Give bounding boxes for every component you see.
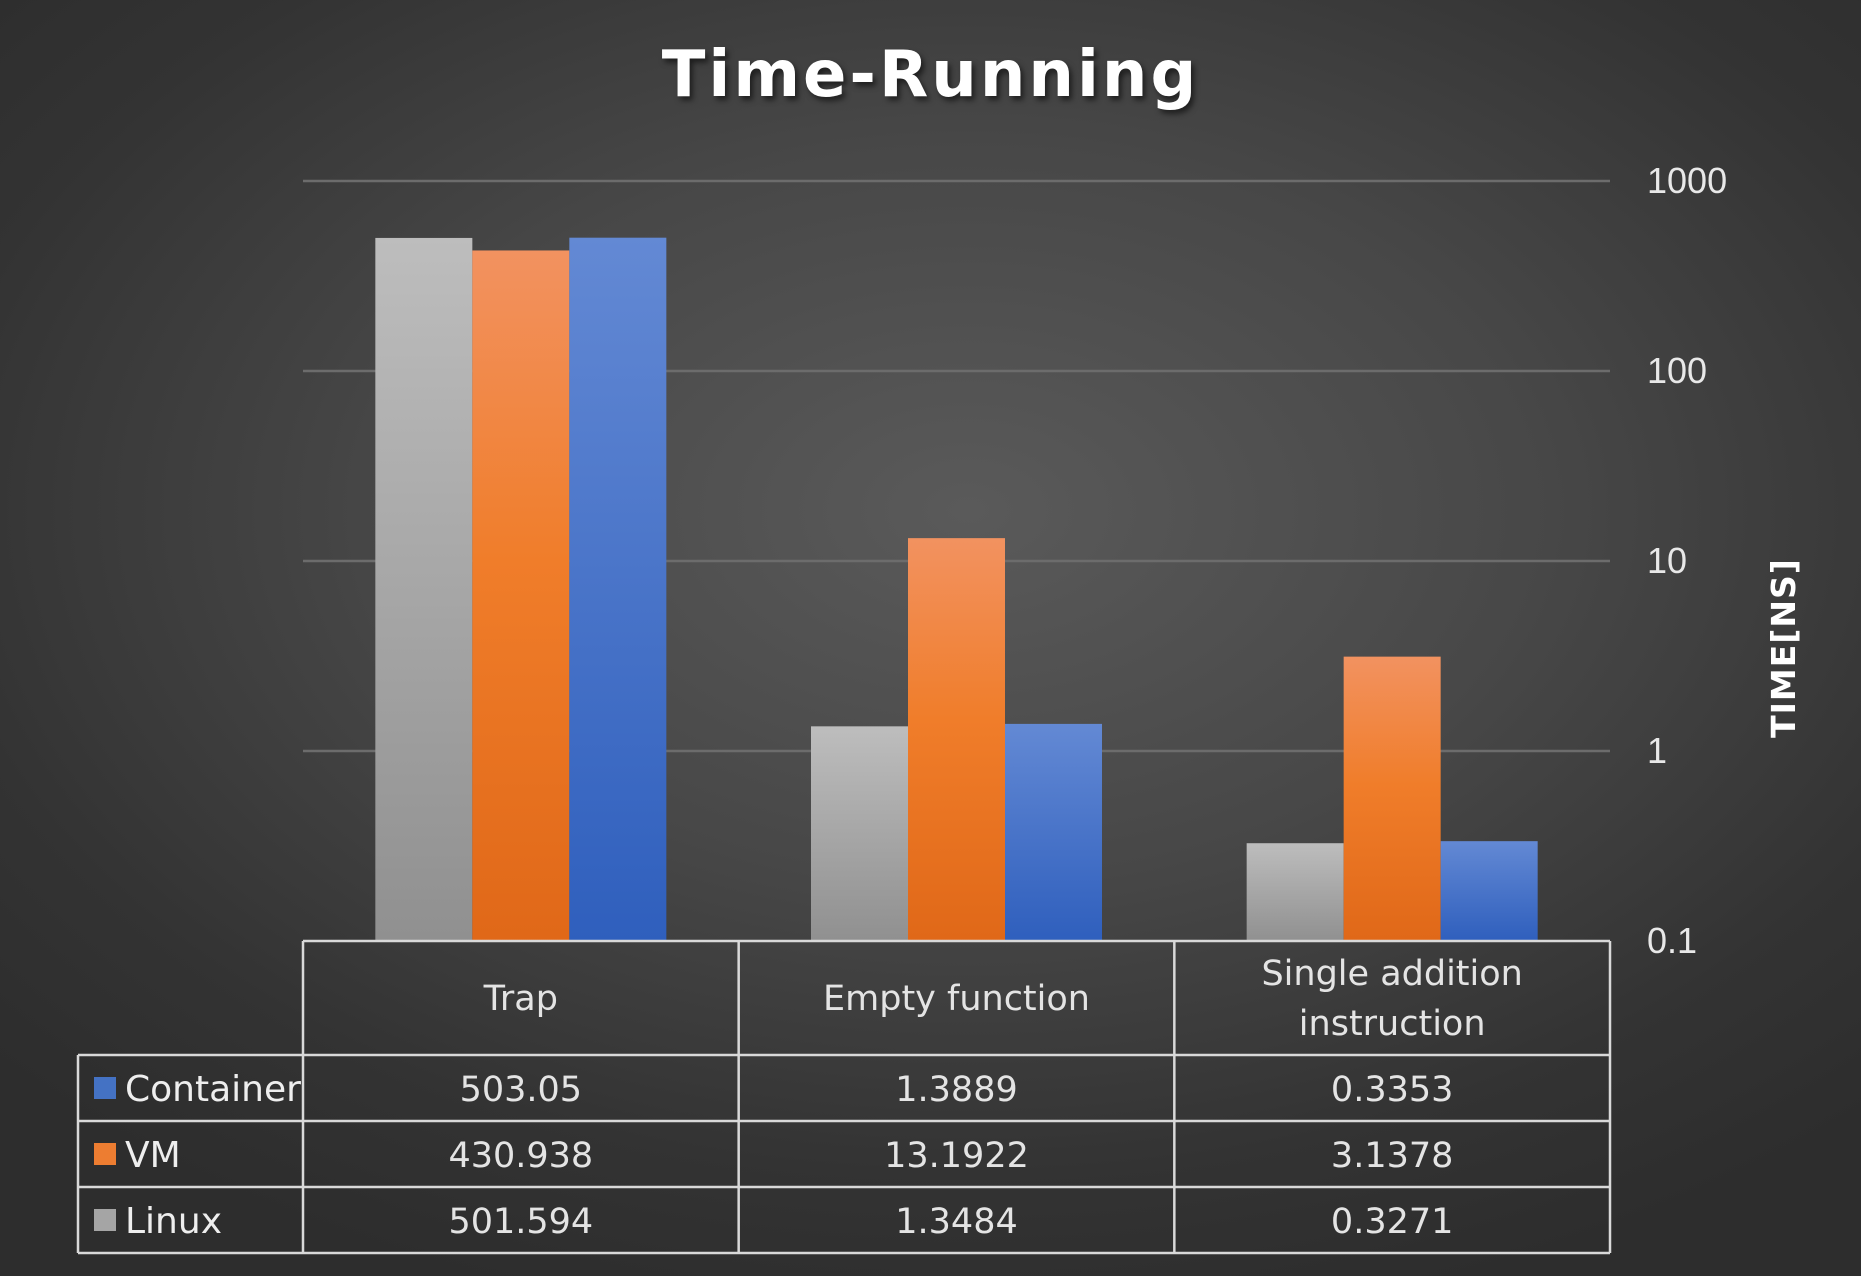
bar-container-trap <box>569 237 667 942</box>
data-label: 0.3353 <box>1331 1070 1453 1110</box>
y-tick-label: 10 <box>1647 540 1687 581</box>
legend-swatch-vm <box>94 1143 116 1165</box>
bar-linux-single-addition-instruction <box>1246 843 1344 941</box>
data-label: 1.3889 <box>895 1070 1017 1110</box>
x-tick-label: Trap <box>483 979 558 1019</box>
data-label: 13.1922 <box>884 1136 1029 1176</box>
chart-title: Time-Running <box>661 38 1200 112</box>
y-tick-label: 0.1 <box>1647 920 1697 961</box>
x-tick-label: instruction <box>1299 1004 1486 1044</box>
y-tick-label: 1 <box>1647 730 1667 771</box>
y-tick-label: 100 <box>1647 350 1707 391</box>
x-tick-label: Single addition <box>1261 954 1522 994</box>
legend-label-container: Container <box>125 1069 301 1110</box>
bar-container-single-addition-instruction <box>1440 841 1538 941</box>
data-label: 0.3271 <box>1331 1202 1453 1242</box>
legend-label-vm: VM <box>125 1135 181 1176</box>
bar-vm-empty-function <box>908 538 1005 941</box>
bar-container-empty-function <box>1005 723 1102 941</box>
bar-linux-trap <box>375 237 473 942</box>
data-label: 3.1378 <box>1331 1136 1453 1176</box>
bar-vm-single-addition-instruction <box>1343 656 1441 941</box>
data-label: 503.05 <box>460 1070 582 1110</box>
data-label: 430.938 <box>448 1136 593 1176</box>
legend-swatch-linux <box>94 1209 116 1231</box>
x-tick-label: Empty function <box>823 979 1090 1019</box>
legend-swatch-container <box>94 1077 116 1099</box>
legend-label-linux: Linux <box>125 1201 222 1242</box>
data-label: 1.3484 <box>895 1202 1017 1242</box>
data-label: 501.594 <box>448 1202 593 1242</box>
y-tick-label: 1000 <box>1647 160 1727 201</box>
bar-linux-empty-function <box>811 726 908 941</box>
y-axis-title: TIME[NS] <box>1764 558 1803 738</box>
bar-vm-trap <box>472 250 570 942</box>
